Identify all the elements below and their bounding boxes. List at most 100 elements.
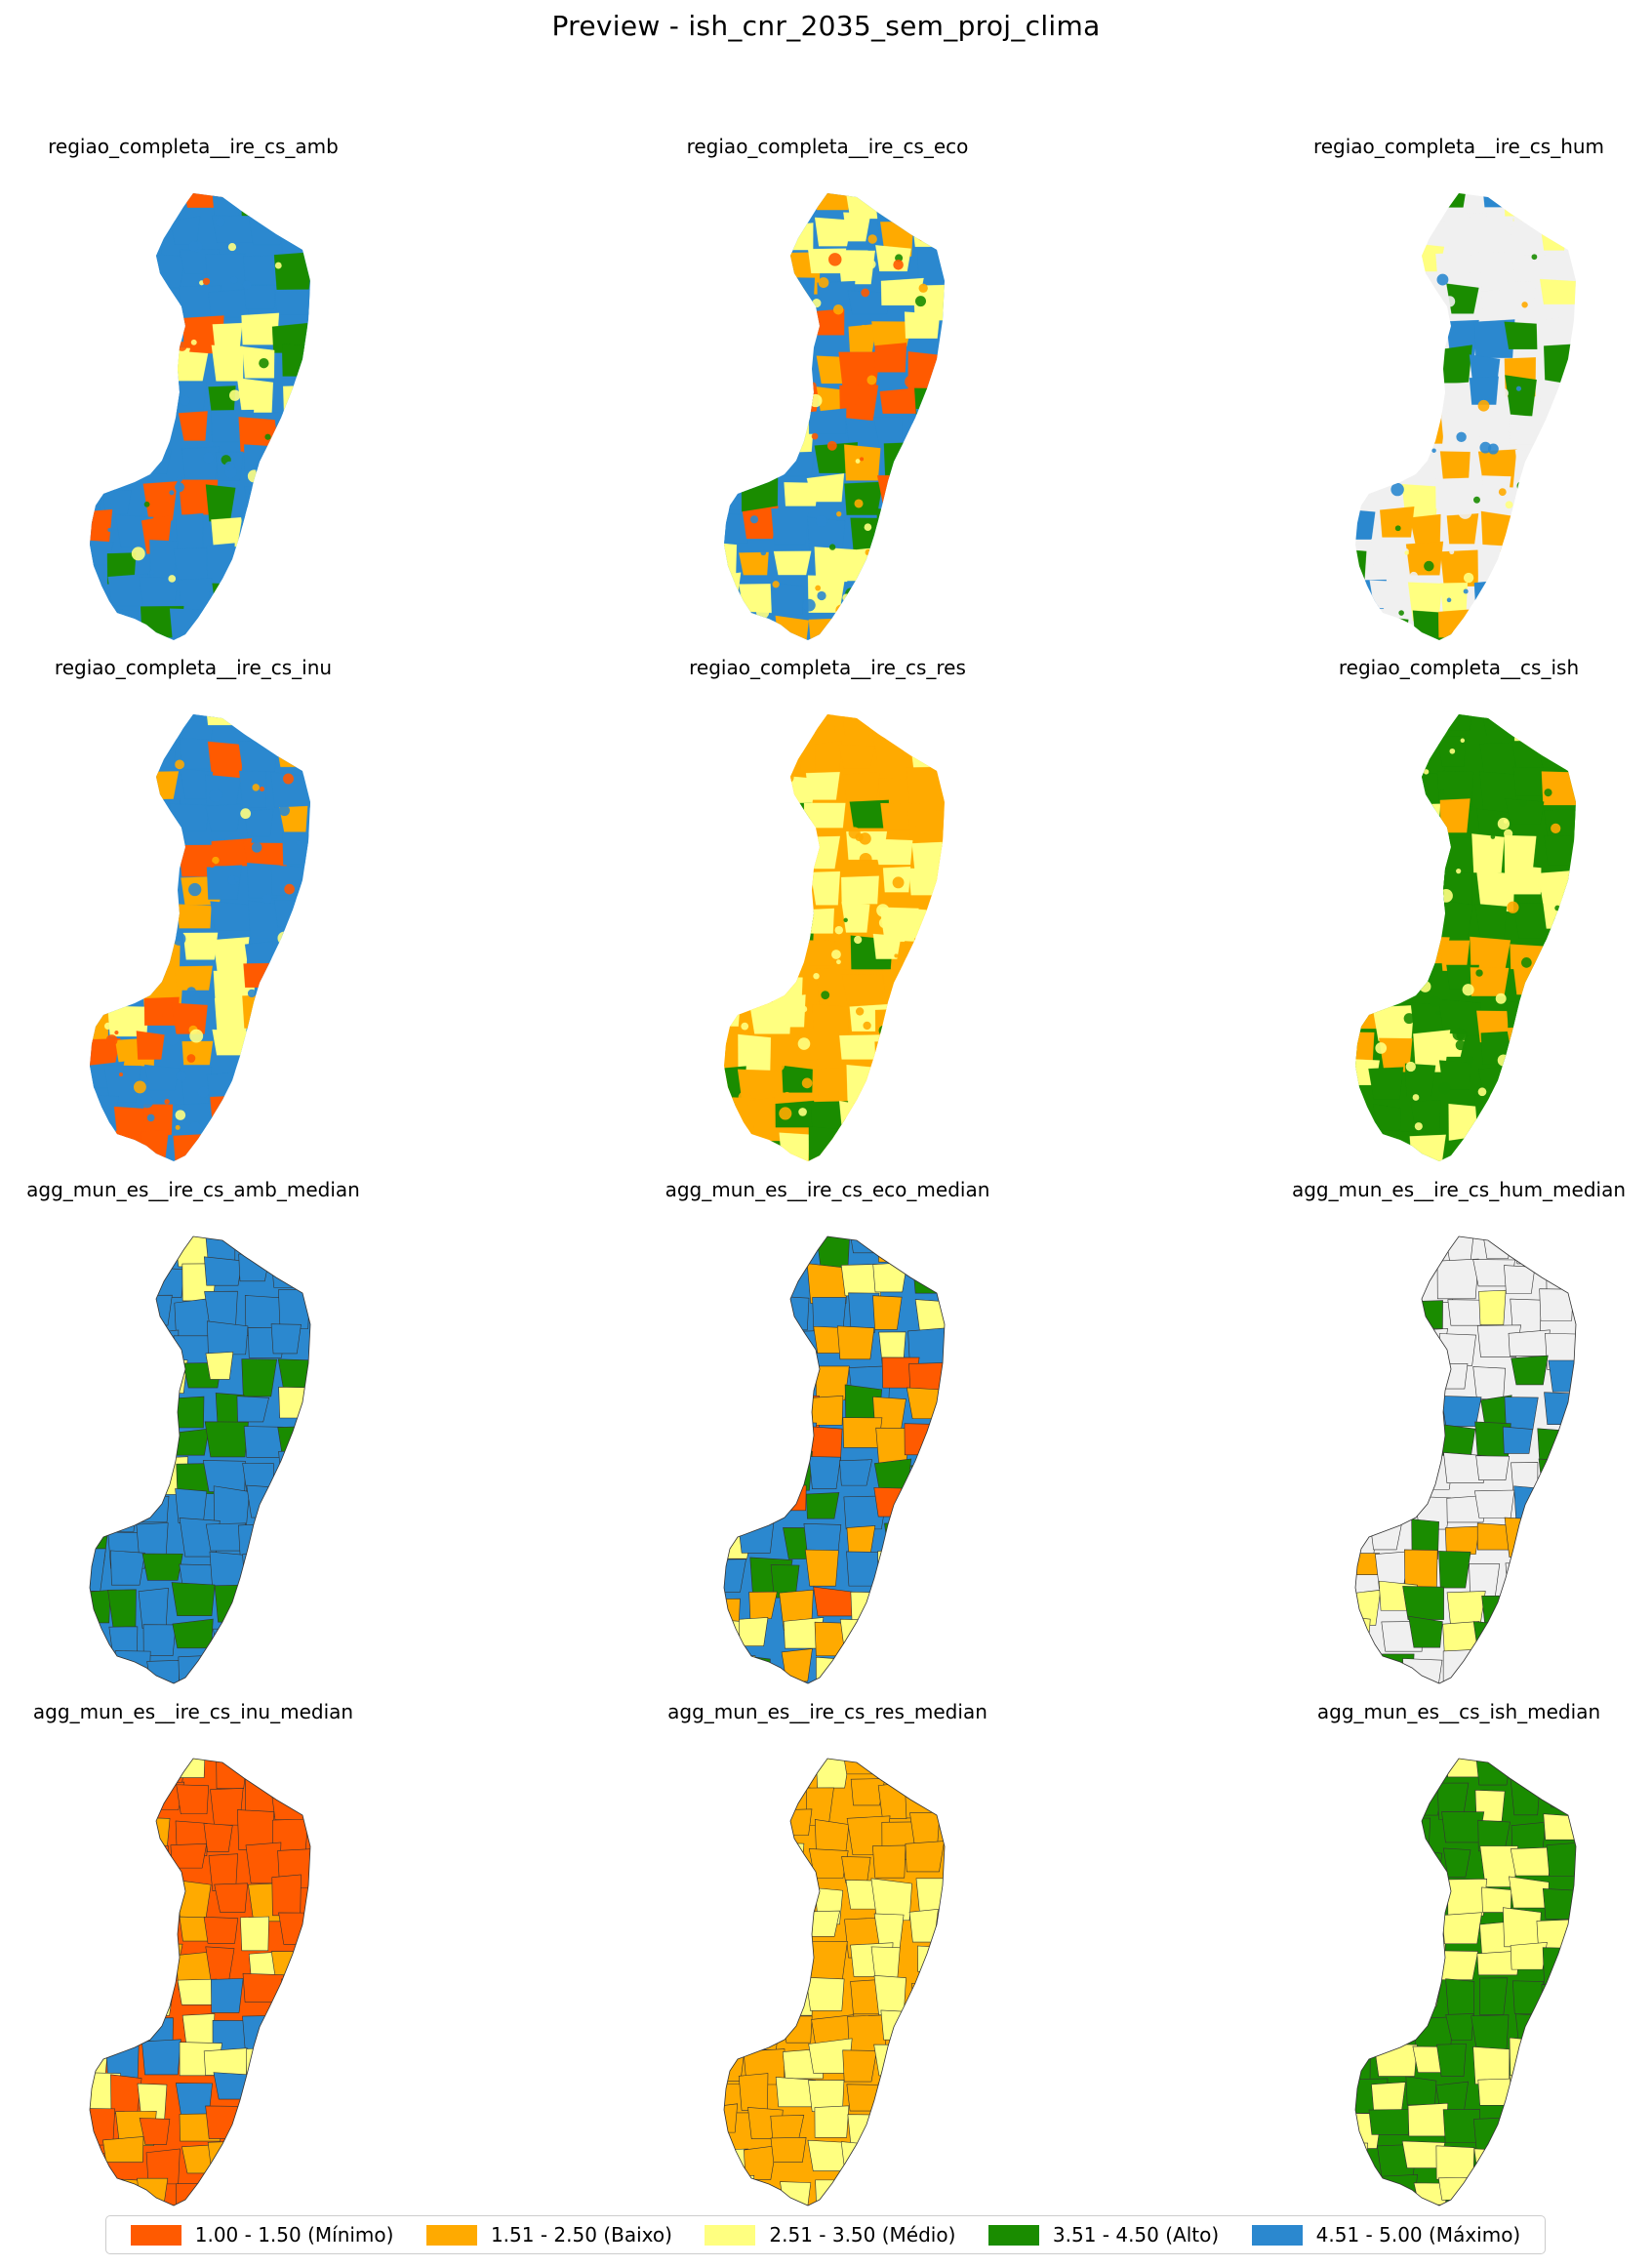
municipality	[242, 1549, 275, 1583]
legend-swatch	[425, 2224, 477, 2246]
region-patch	[1440, 411, 1481, 440]
region-patch	[774, 1060, 785, 1072]
region-patch	[907, 868, 945, 896]
region-patch	[922, 1079, 931, 1087]
region-patch	[1381, 714, 1424, 734]
region-patch	[283, 773, 295, 785]
region-patch	[724, 836, 753, 871]
region-patch	[1544, 938, 1572, 966]
region-patch	[754, 435, 765, 446]
municipality	[1475, 1455, 1511, 1481]
region-patch	[743, 213, 786, 250]
region-patch	[807, 940, 835, 966]
region-patch	[1481, 193, 1519, 208]
region-patch	[745, 344, 783, 383]
municipality	[144, 1329, 180, 1366]
municipality	[274, 1759, 310, 1791]
legend-label: 1.51 - 2.50 (Baixo)	[490, 2223, 672, 2247]
municipality	[1503, 1426, 1534, 1454]
municipality	[136, 1522, 169, 1557]
region-patch	[1537, 885, 1544, 893]
region-patch	[103, 1022, 112, 1031]
municipality	[749, 1291, 781, 1325]
municipality	[872, 1844, 907, 1879]
region-patch	[207, 741, 244, 782]
region-patch	[1409, 513, 1441, 545]
municipality	[214, 1584, 244, 1623]
region-patch	[1355, 843, 1372, 881]
region-patch	[1456, 431, 1467, 443]
region-patch	[782, 771, 794, 784]
region-patch	[1409, 1134, 1446, 1161]
municipality	[141, 2039, 181, 2076]
region-patch	[239, 1126, 276, 1161]
region-patch	[1412, 803, 1441, 842]
municipality	[1355, 1615, 1371, 1645]
region-patch	[1382, 954, 1394, 967]
municipality	[1355, 1455, 1373, 1494]
municipality	[881, 2145, 917, 2174]
region-patch	[875, 245, 911, 272]
region-patch	[243, 285, 276, 309]
municipality	[241, 1358, 278, 1397]
municipality	[906, 1527, 944, 1565]
region-patch	[1538, 748, 1576, 771]
municipality	[105, 2010, 146, 2040]
municipality	[203, 1823, 233, 1853]
region-patch	[1524, 1067, 1534, 1076]
region-patch	[1508, 1092, 1546, 1123]
municipality	[748, 1919, 778, 1950]
municipality	[724, 1818, 737, 1858]
region-patch	[295, 879, 302, 887]
municipality	[724, 1848, 745, 1880]
municipality	[804, 1549, 839, 1587]
region-patch	[743, 963, 782, 990]
region-patch	[1511, 519, 1548, 549]
region-patch	[140, 899, 168, 927]
region-patch	[855, 459, 861, 464]
municipality	[1355, 2172, 1380, 2206]
region-patch	[913, 1068, 945, 1101]
municipality	[171, 1582, 216, 1616]
region-patch	[90, 348, 108, 380]
region-patch	[861, 1088, 868, 1096]
region-patch	[101, 262, 110, 269]
legend-label: 2.51 - 3.50 (Médio)	[769, 2223, 956, 2247]
region-patch	[724, 249, 742, 278]
region-patch	[883, 1094, 925, 1132]
region-patch	[1423, 769, 1430, 775]
region-patch	[917, 245, 945, 283]
region-patch	[1521, 302, 1528, 308]
municipality	[1408, 1848, 1443, 1888]
region-patch	[1405, 1061, 1416, 1073]
municipality	[749, 1450, 782, 1491]
region-patch	[1460, 738, 1466, 744]
municipality	[741, 1974, 773, 2007]
region-patch	[801, 1077, 813, 1089]
municipality	[724, 1463, 745, 1503]
municipality	[105, 1430, 145, 1464]
region-patch	[175, 482, 184, 493]
legend-item-baixo: 1.51 - 2.50 (Baixo)	[425, 2223, 672, 2247]
municipality	[108, 1972, 144, 2005]
municipality	[1509, 1876, 1550, 1909]
region-patch	[842, 593, 851, 602]
region-patch	[1436, 193, 1469, 208]
region-patch	[224, 461, 235, 471]
region-patch	[1544, 592, 1558, 606]
municipality	[1472, 1366, 1506, 1400]
region-patch	[913, 511, 945, 548]
region-patch	[269, 611, 310, 640]
region-patch	[1511, 551, 1553, 587]
region-patch	[1415, 454, 1425, 463]
region-patch	[745, 771, 782, 814]
region-patch	[128, 417, 136, 425]
region-patch	[137, 311, 168, 342]
region-patch	[757, 425, 762, 430]
region-patch	[841, 875, 879, 905]
region-patch	[244, 808, 274, 837]
region-patch	[916, 228, 930, 242]
municipality	[803, 1523, 842, 1555]
region-patch	[141, 1095, 154, 1109]
region-patch	[724, 542, 738, 574]
